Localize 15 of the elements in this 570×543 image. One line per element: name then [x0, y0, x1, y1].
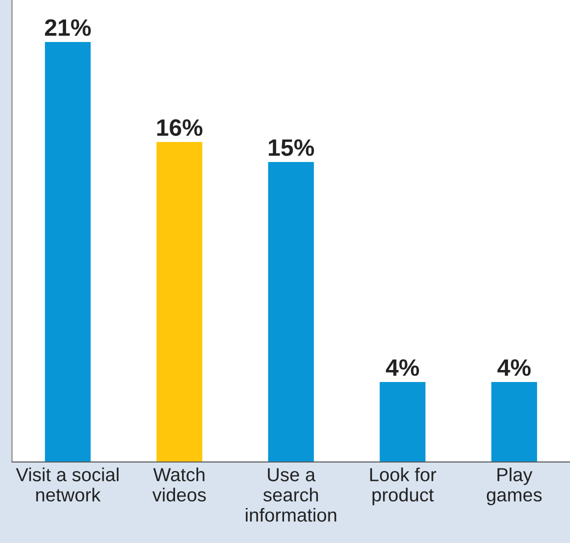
- data-label: 4%: [497, 359, 531, 376]
- data-label: 16%: [157, 119, 202, 136]
- bar: [380, 382, 426, 462]
- x-tick-label: Play games: [486, 468, 542, 506]
- bar: [268, 162, 314, 462]
- bar: [491, 382, 538, 462]
- data-label: 21%: [44, 19, 91, 36]
- bar: [156, 142, 202, 462]
- data-label: 4%: [386, 359, 420, 376]
- x-tick-label: Look for product: [370, 468, 436, 506]
- x-tick-label: Watch videos: [152, 468, 206, 502]
- x-tick-label: Use a search information: [246, 468, 336, 522]
- bar: [44, 42, 91, 462]
- data-label: 15%: [268, 139, 314, 156]
- x-tick-label: Visit a social network: [16, 468, 118, 502]
